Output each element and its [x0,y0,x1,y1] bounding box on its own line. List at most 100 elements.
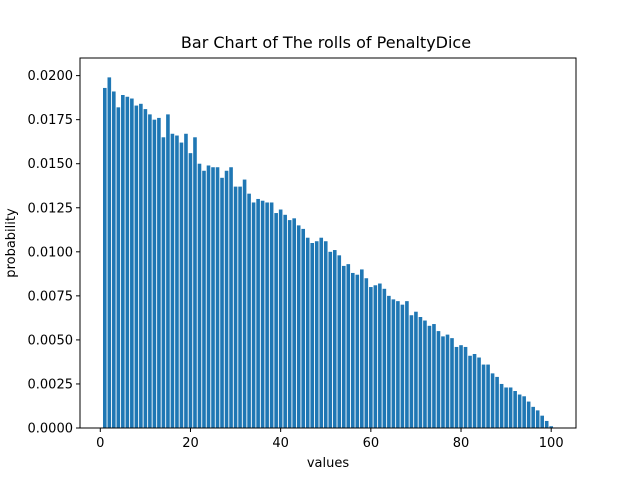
bar [463,346,468,428]
bar [175,135,179,428]
y-tick-label: 0.0200 [28,69,74,84]
bar [143,109,148,428]
bar [445,334,450,428]
bar [152,119,157,429]
bar [405,301,409,428]
bar [341,265,346,428]
y-tick-label: 0.0100 [28,245,74,260]
bar [346,264,351,428]
x-tick-label: 80 [453,436,470,451]
bar [148,114,152,428]
bar [166,114,170,428]
bar [504,387,508,428]
bar [179,142,184,429]
bar [130,98,134,429]
bar [220,177,224,428]
bar [161,137,166,429]
bar [382,288,387,428]
bar [544,420,549,428]
bar [265,202,269,428]
bar [157,117,161,429]
bar [400,304,405,428]
bar [251,202,256,428]
bar [468,355,472,428]
bar [472,354,477,428]
bar [517,394,522,428]
y-tick-label: 0.0150 [28,157,74,172]
y-tick-label: 0.0175 [28,113,74,128]
bar [170,133,175,428]
bar [378,283,382,428]
bar [310,243,315,428]
bar [296,225,301,428]
bar [314,241,319,428]
bar [247,193,251,428]
x-tick-label: 20 [182,436,199,451]
chart-title: Bar Chart of The rolls of PenaltyDice [181,33,471,52]
bar [369,287,373,428]
y-axis-label: probability [4,208,19,278]
bar [414,311,418,428]
bar [481,364,486,428]
bar [215,167,220,428]
x-axis-ticks: 0 20 40 60 80 100 [96,428,564,451]
x-tick-label: 100 [539,436,564,451]
bar [107,77,112,428]
bar [526,401,531,428]
x-axis-label: values [307,456,350,471]
bar [328,251,333,428]
bar [274,213,278,428]
bar [238,186,242,428]
bar [125,96,130,428]
bar [396,301,400,428]
bar [513,391,517,428]
x-tick-label: 40 [272,436,289,451]
y-tick-label: 0.0050 [28,333,74,348]
bar [242,179,247,428]
y-tick-label: 0.0075 [28,289,74,304]
bar [522,396,526,428]
bar [373,285,378,428]
y-tick-label: 0.0025 [28,377,74,392]
bar [531,406,535,428]
bar [490,373,495,428]
bar [301,228,306,428]
bar [278,209,283,428]
bars-group [102,77,554,429]
bar [441,336,445,428]
bar [292,218,296,428]
y-tick-label: 0.0000 [28,422,74,437]
bar [436,331,441,428]
bar [391,299,396,428]
bar [319,237,324,428]
bar [477,357,481,428]
bar [423,320,427,428]
bar [549,426,554,428]
bar [287,220,292,428]
bar [486,364,490,428]
bar [233,186,238,428]
y-tick-label: 0.0125 [28,201,74,216]
bar [112,91,116,428]
bar [269,202,274,428]
bar [139,103,143,429]
bar [202,170,206,428]
bar [260,200,265,428]
bar [184,133,188,428]
bar [206,165,211,428]
bar [211,167,215,428]
bar [193,137,197,429]
bar [364,278,369,428]
bar [459,345,463,428]
bar [495,376,499,428]
bar [256,198,260,428]
bar [535,410,540,428]
bar [355,274,360,428]
bar [432,324,436,428]
bar [188,153,193,428]
bar [323,241,328,428]
bar [540,415,544,428]
bar [305,237,310,428]
